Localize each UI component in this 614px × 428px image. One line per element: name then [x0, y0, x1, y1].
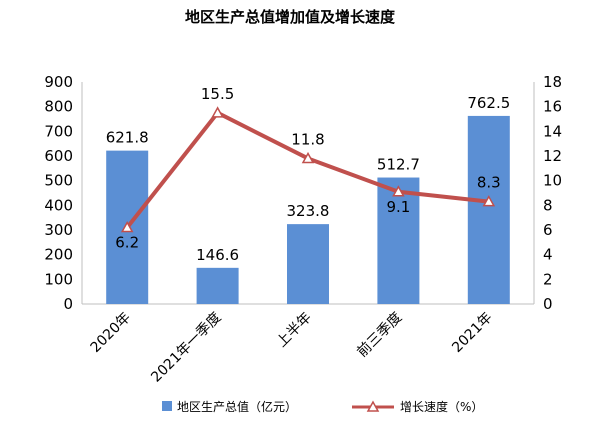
- y-right-tick-label: 16: [543, 98, 562, 116]
- legend: 地区生产总值（亿元） 增长速度（%）: [162, 399, 483, 414]
- y-left-tick-label: 600: [44, 147, 73, 165]
- line-point-marker: [120, 220, 134, 233]
- y-left-tick-label: 200: [44, 246, 73, 264]
- y-right-tick-label: 10: [543, 172, 562, 190]
- bar-value-label: 323.8: [287, 202, 330, 220]
- x-category-label: 前三季度: [354, 309, 406, 361]
- bar: [467, 115, 510, 305]
- y-left-tick-label: 300: [44, 221, 73, 239]
- line-value-label: 8.3: [477, 174, 501, 192]
- bar-value-label: 146.6: [196, 246, 239, 264]
- line-point-marker: [211, 106, 224, 118]
- bar: [287, 224, 329, 304]
- y-left-tick-label: 700: [44, 122, 73, 140]
- bar-value-label: 512.7: [377, 156, 420, 174]
- y-right-tick-label: 8: [543, 196, 553, 214]
- y-right-tick-label: 18: [543, 73, 562, 91]
- x-category-label: 2020年: [88, 310, 134, 356]
- bar-value-label: 621.8: [106, 129, 149, 147]
- y-right-tick-label: 6: [543, 221, 553, 239]
- y-left-tick-label: 400: [44, 196, 73, 214]
- y-left-tick-label: 100: [44, 270, 73, 288]
- line-point-marker: [482, 195, 496, 207]
- line-value-label: 6.2: [115, 234, 139, 252]
- line-value-label: 11.8: [291, 130, 324, 148]
- line-point-marker: [392, 185, 405, 197]
- bar: [196, 267, 239, 304]
- y-left-tick-label: 800: [44, 98, 73, 116]
- legend-line-marker: [366, 400, 380, 412]
- line-value-label: 9.1: [386, 198, 410, 216]
- legend-bar-swatch: [162, 401, 172, 411]
- y-left-tick-label: 0: [63, 295, 73, 313]
- y-right-tick-label: 2: [543, 270, 553, 288]
- legend-bar-label: 地区生产总值（亿元）: [177, 399, 297, 414]
- y-right-tick-label: 14: [543, 122, 562, 140]
- x-category-label: 2021年一季度: [148, 310, 224, 386]
- bar: [377, 177, 420, 304]
- y-right-tick-label: 4: [543, 246, 553, 264]
- chart-title: 地区生产总值增加值及增长速度: [185, 8, 396, 26]
- y-right-tick-label: 12: [543, 147, 562, 165]
- line-value-label: 15.5: [201, 85, 234, 103]
- x-category-label: 2021年: [449, 310, 495, 356]
- legend-line-label: 增长速度（%）: [400, 399, 483, 414]
- y-left-tick-label: 500: [44, 172, 73, 190]
- x-category-label: 上半年: [274, 310, 315, 351]
- bar-value-label: 762.5: [467, 94, 510, 112]
- line-series: [120, 106, 496, 233]
- y-right-tick-label: 0: [543, 295, 553, 313]
- data-labels: 621.8 146.6 323.8 512.7 762.5 6.2 15.5 11.8 9.1 8…: [106, 85, 511, 264]
- y-left-tick-label: 900: [44, 73, 73, 91]
- line-point-marker: [301, 151, 315, 164]
